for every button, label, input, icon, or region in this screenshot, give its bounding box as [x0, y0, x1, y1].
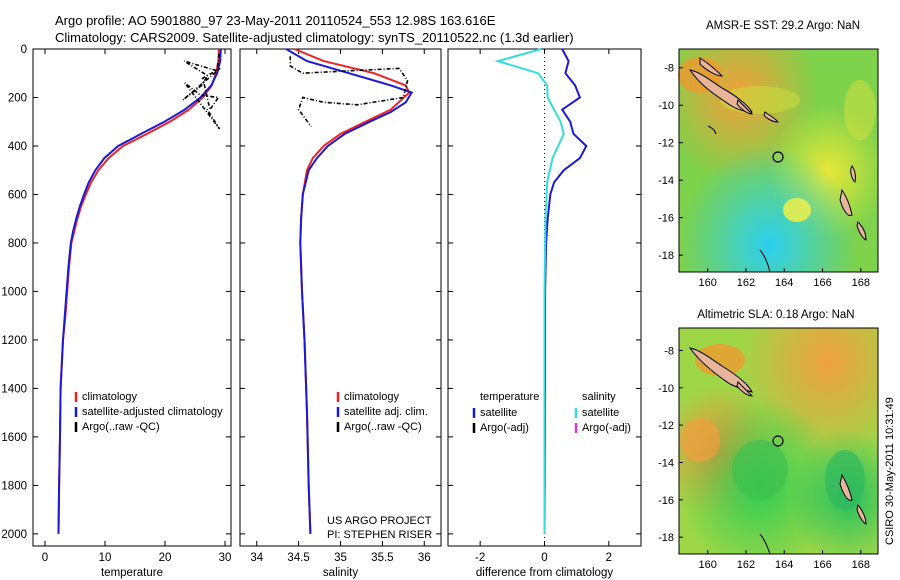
argo-location-marker [772, 151, 784, 163]
argo-location-marker [772, 435, 784, 447]
y-tick-label: -8 [664, 345, 674, 357]
y-tick-label: 1600 [1, 432, 27, 444]
x-tick-label: 2 [606, 552, 612, 564]
y-tick-label: -10 [658, 383, 674, 395]
x-tick-label: 10 [99, 552, 112, 564]
legend-title: salinity [582, 391, 616, 403]
legend-title: temperature [480, 391, 539, 403]
legend-label: satellite-adjusted climatology [82, 406, 223, 418]
series-line [289, 56, 409, 128]
x-tick-label: 34 [250, 552, 263, 564]
x-tick-label: 166 [813, 559, 831, 571]
y-tick-label: 400 [8, 141, 27, 153]
x-tick-label: 35 [334, 552, 347, 564]
x-tick-label: 168 [852, 559, 870, 571]
x-tick-label: 164 [775, 277, 793, 289]
y-tick-label: 1000 [1, 286, 27, 298]
salinity-panel: 34 34.5 35 35.5 36 salinity climatology satelli… [239, 48, 442, 579]
y-tick-label: -14 [658, 175, 674, 187]
legend-label: climatology [82, 391, 138, 403]
legend-label: climatology [344, 391, 400, 403]
y-tick-label: -16 [658, 495, 674, 507]
x-tick-label: 166 [813, 277, 831, 289]
figure-title-line2: Climatology: CARS2009. Satellite-adjuste… [55, 30, 574, 45]
legend-label: Argo(-adj) [480, 422, 529, 434]
y-tick-label: 1800 [1, 480, 27, 492]
x-tick-label: 30 [219, 552, 232, 564]
x-tick-label: 0 [42, 552, 48, 564]
y-tick-label: -12 [658, 138, 674, 150]
x-axis-label: temperature [101, 567, 163, 579]
y-tick-label: 600 [8, 189, 27, 201]
y-tick-label: 2000 [1, 529, 27, 541]
legend-label: Argo(..raw -QC) [82, 421, 160, 433]
annotation-text: PI: STEPHEN RISER [327, 529, 432, 541]
x-tick-label: 168 [852, 277, 870, 289]
y-tick-label: -18 [658, 532, 674, 544]
sla-map-title: Altimetric SLA: 0.18 Argo: NaN [697, 309, 854, 321]
series-line [285, 48, 414, 534]
x-tick-label: 20 [159, 552, 172, 564]
series-line [494, 48, 565, 534]
y-tick-label: 800 [8, 238, 27, 250]
x-tick-label: 162 [737, 559, 755, 571]
legend-label: Argo(-adj) [582, 422, 631, 434]
x-tick-label: 36 [418, 552, 431, 564]
x-tick-label: -2 [475, 552, 485, 564]
x-tick-label: 160 [699, 277, 717, 289]
legend-label: satellite adj. clim. [344, 406, 428, 418]
credit-text: CSIRO 30-May-2011 10:31:49 [884, 397, 896, 545]
y-tick-label: -12 [658, 420, 674, 432]
y-tick-label: -18 [658, 250, 674, 262]
y-tick-label: -16 [658, 213, 674, 225]
plot-frame [32, 48, 232, 547]
y-tick-label: -10 [658, 100, 674, 112]
legend-label: satellite [582, 407, 619, 419]
x-tick-label: 34.5 [287, 552, 309, 564]
x-tick-label: 35.5 [371, 552, 393, 564]
y-tick-label: 1200 [1, 335, 27, 347]
legend-label: Argo(..raw -QC) [344, 421, 422, 433]
x-tick-label: 160 [699, 559, 717, 571]
y-tick-label: 200 [8, 92, 27, 104]
x-tick-label: 162 [737, 277, 755, 289]
x-axis-label: salinity [323, 567, 358, 579]
y-tick-label: -14 [658, 457, 674, 469]
x-axis-label: difference from climatology [476, 567, 613, 579]
sst-map: AMSR-E SST: 29.2 Argo: NaN 160 162 164 166 1… [658, 20, 879, 289]
temperature-panel: 0 10 20 30 0 200 400 600 800 1000 1200 1400 1600 1800… [1, 44, 232, 579]
annotation-text: US ARGO PROJECT [327, 515, 432, 527]
x-tick-label: 0 [541, 552, 547, 564]
y-tick-label: 0 [21, 44, 27, 56]
sla-map: Altimetric SLA: 0.18 Argo: NaN 160 162 164… [658, 309, 879, 571]
difference-panel: -2 0 2 difference from climatology temperatu… [447, 48, 642, 579]
y-tick-label: 1400 [1, 383, 27, 395]
sst-map-title: AMSR-E SST: 29.2 Argo: NaN [706, 20, 860, 32]
series-line [182, 53, 221, 130]
legend-label: satellite [480, 407, 517, 419]
y-tick-label: -8 [664, 63, 674, 75]
x-tick-label: 164 [775, 559, 793, 571]
figure-title-line1: Argo profile: AO 5901880_97 23-May-2011 … [55, 13, 496, 28]
plot-frame [239, 48, 442, 547]
